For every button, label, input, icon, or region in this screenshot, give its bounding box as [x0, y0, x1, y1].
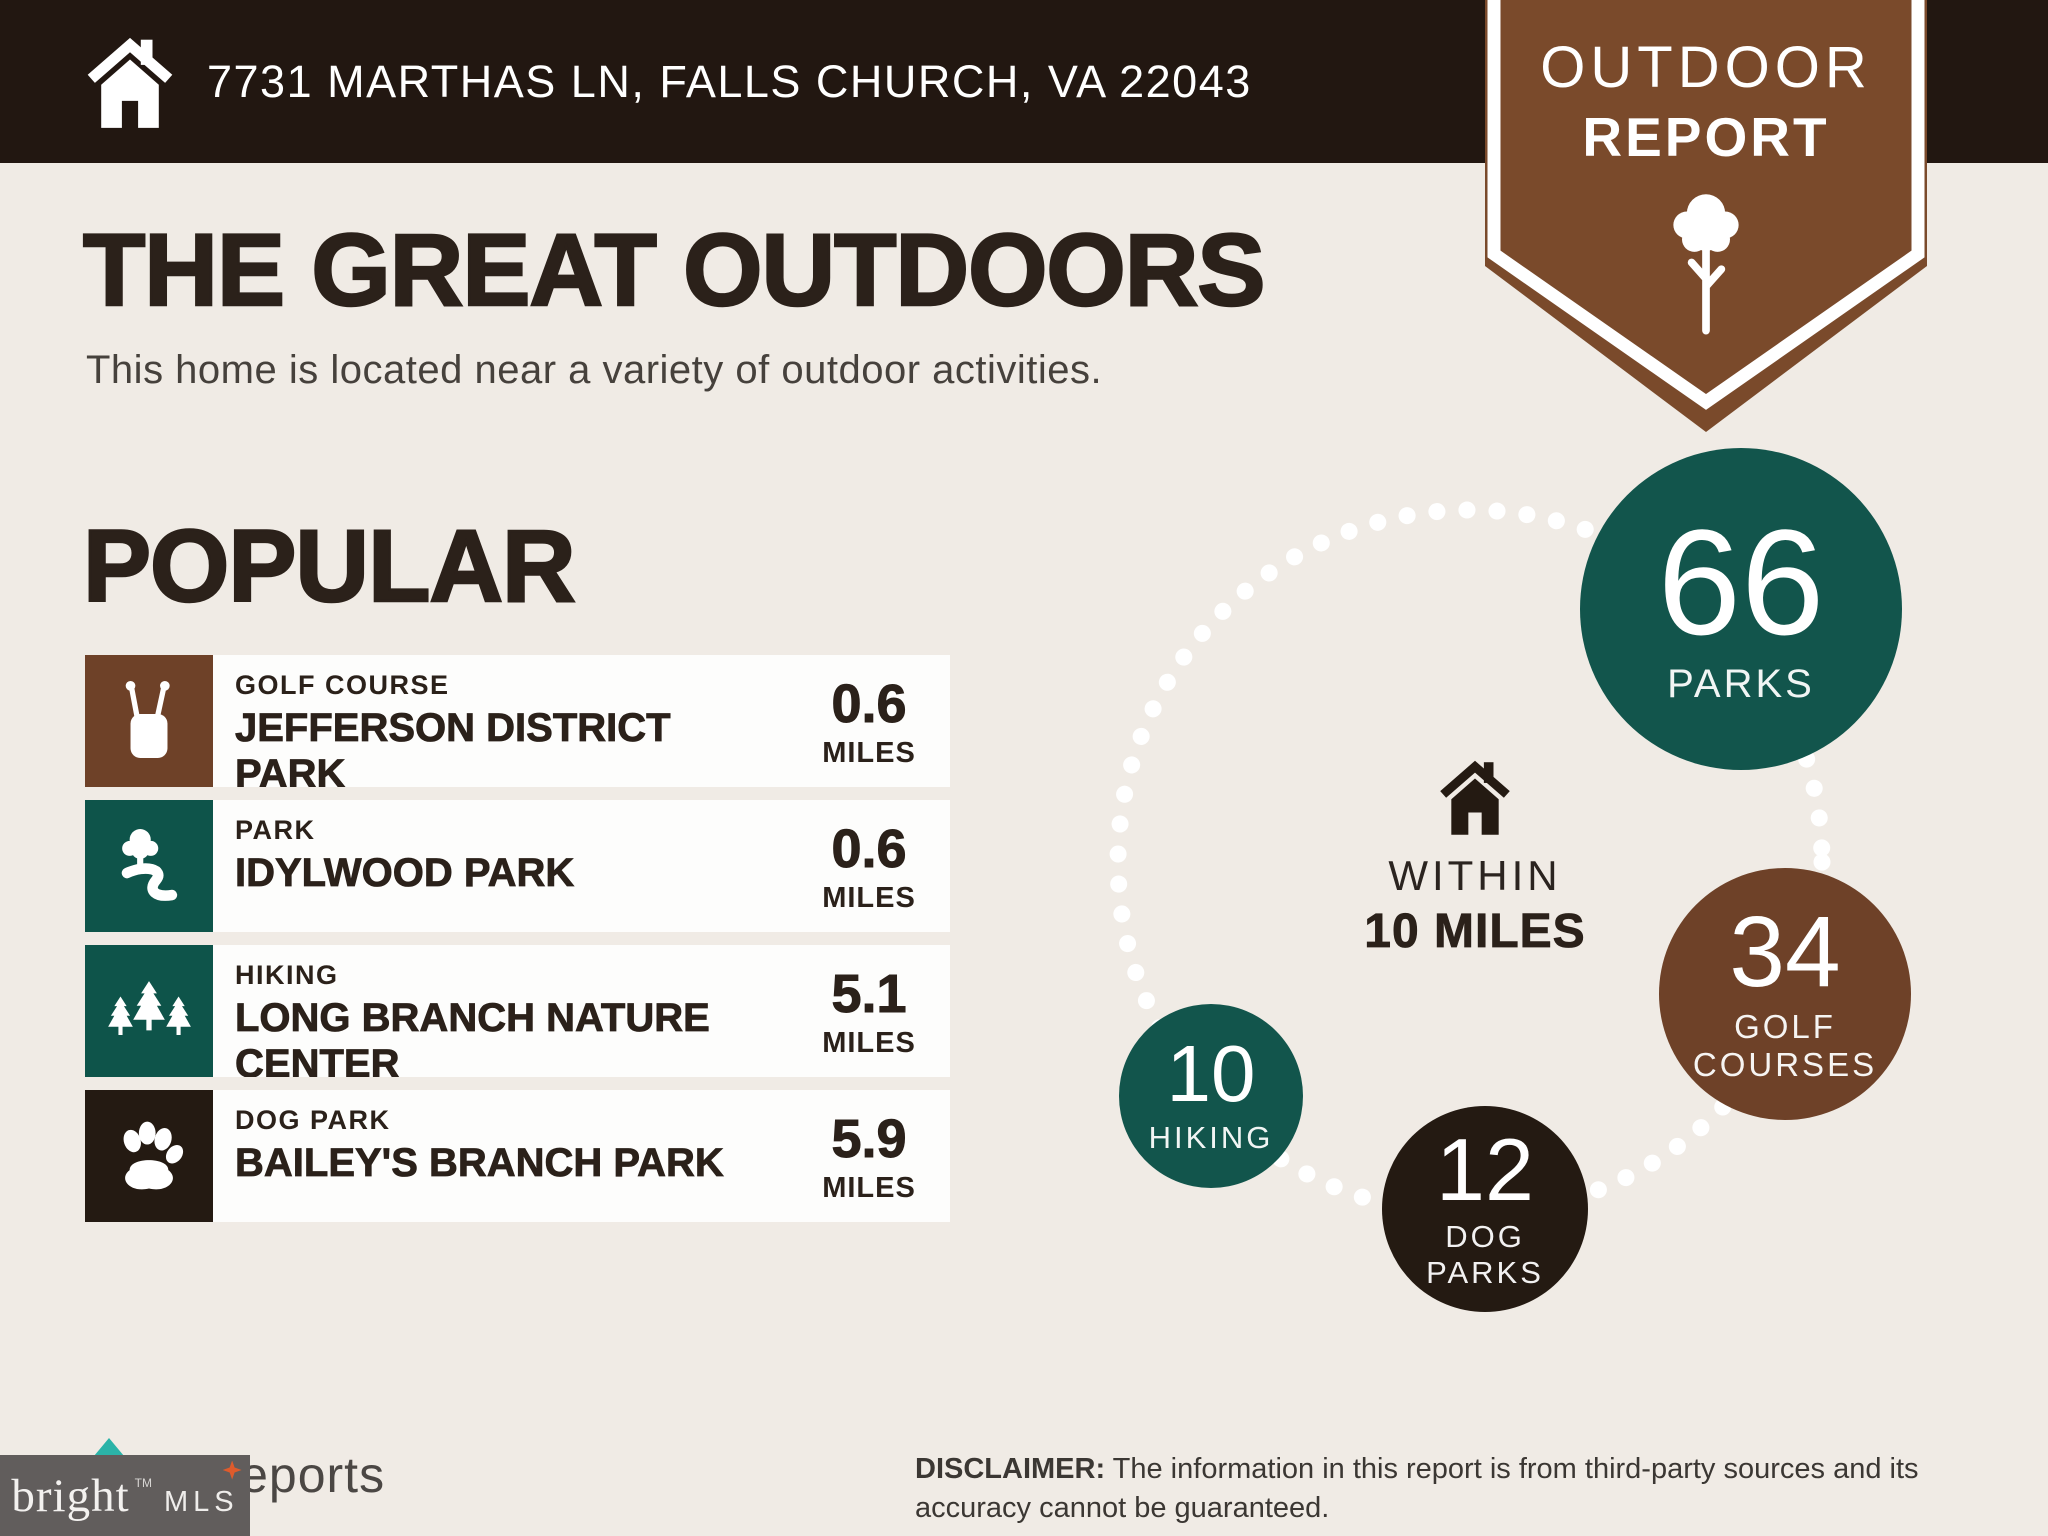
item-distance-unit: MILES [822, 1171, 916, 1204]
property-address: 7731 MARTHAS LN, FALLS CHURCH, VA 22043 [207, 55, 1252, 107]
ribbon-title-line2: REPORT [1582, 106, 1830, 168]
trademark-symbol: TM [134, 1475, 152, 1490]
bright-mls-logo: bright TM MLS [0, 1455, 250, 1536]
item-distance: 5.9 [831, 1108, 907, 1169]
item-distance-unit: MILES [822, 736, 916, 769]
stat-value: 66 [1657, 497, 1825, 666]
list-item-park: PARK IDYLWOOD PARK 0.6 MILES [85, 800, 950, 932]
stat-label: HIKING [1148, 1120, 1274, 1156]
stat-value: 34 [1729, 895, 1841, 1008]
ribbon-title-line1: OUTDOOR [1540, 35, 1872, 100]
home-icon-dark [1440, 760, 1510, 835]
stat-label: DOG PARKS [1426, 1219, 1544, 1290]
stat-label: PARKS [1667, 662, 1815, 707]
page-title: THE GREAT OUTDOORS [82, 212, 1267, 329]
stat-golf-courses: 34 GOLF COURSES [1659, 868, 1911, 1120]
item-name: BAILEY'S BRANCH PARK [235, 1141, 725, 1186]
outdoor-report-ribbon: OUTDOOR REPORT [1480, 0, 1932, 440]
item-name: LONG BRANCH NATURE CENTER [235, 996, 711, 1077]
list-item-hiking: HIKING LONG BRANCH NATURE CENTER 5.1 MIL… [85, 945, 950, 1077]
ribbon-content: OUTDOOR REPORT [1480, 34, 1932, 342]
item-category: DOG PARK [235, 1105, 391, 1135]
stat-label: GOLF COURSES [1692, 1007, 1878, 1083]
stat-hiking: 10 HIKING [1119, 1004, 1303, 1188]
stat-parks: 66 PARKS [1580, 448, 1902, 770]
radius-center: WITHIN 10 MILES [1325, 756, 1625, 959]
popular-list: GOLF COURSE JEFFERSON DISTRICT PARK 0.6 … [85, 655, 950, 1222]
item-name: IDYLWOOD PARK [235, 851, 575, 896]
stat-dog-parks: 12 DOG PARKS [1382, 1106, 1588, 1312]
within-miles-label: 10 MILES [1364, 905, 1586, 959]
disclaimer: DISCLAIMER: The information in this repo… [915, 1450, 1920, 1528]
item-distance: 0.6 [831, 818, 907, 879]
park-tree-path-icon [85, 800, 213, 932]
disclaimer-label: DISCLAIMER: [915, 1453, 1106, 1485]
brand-wordmark: bright [11, 1469, 130, 1522]
item-distance-unit: MILES [822, 1026, 916, 1059]
item-distance-unit: MILES [822, 881, 916, 914]
partial-logo-triangle [94, 1438, 124, 1456]
item-distance: 5.1 [831, 963, 907, 1024]
list-item-golf-course: GOLF COURSE JEFFERSON DISTRICT PARK 0.6 … [85, 655, 950, 787]
disclaimer-text: The information in this report is from t… [915, 1453, 1919, 1525]
list-item-dog-park: DOG PARK BAILEY'S BRANCH PARK 5.9 MILES [85, 1090, 950, 1222]
golf-bag-icon [85, 655, 213, 787]
item-category: GOLF COURSE [235, 670, 450, 700]
pine-trees-icon [85, 945, 213, 1077]
item-distance: 0.6 [831, 673, 907, 734]
page-subtitle: This home is located near a variety of o… [86, 348, 1103, 392]
within-label: WITHIN [1388, 852, 1562, 899]
star-icon [222, 1460, 242, 1480]
popular-heading: POPULAR [82, 508, 577, 625]
item-category: HIKING [235, 960, 339, 990]
brand-suffix: MLS [163, 1485, 239, 1518]
home-icon [87, 37, 173, 128]
item-category: PARK [235, 815, 316, 845]
item-name: JEFFERSON DISTRICT PARK [235, 706, 671, 787]
paw-print-icon [85, 1090, 213, 1222]
stat-value: 12 [1436, 1119, 1534, 1219]
tree-icon [1673, 194, 1739, 335]
stat-value: 10 [1166, 1029, 1256, 1119]
dotted-radius-ring [1109, 501, 1831, 1223]
